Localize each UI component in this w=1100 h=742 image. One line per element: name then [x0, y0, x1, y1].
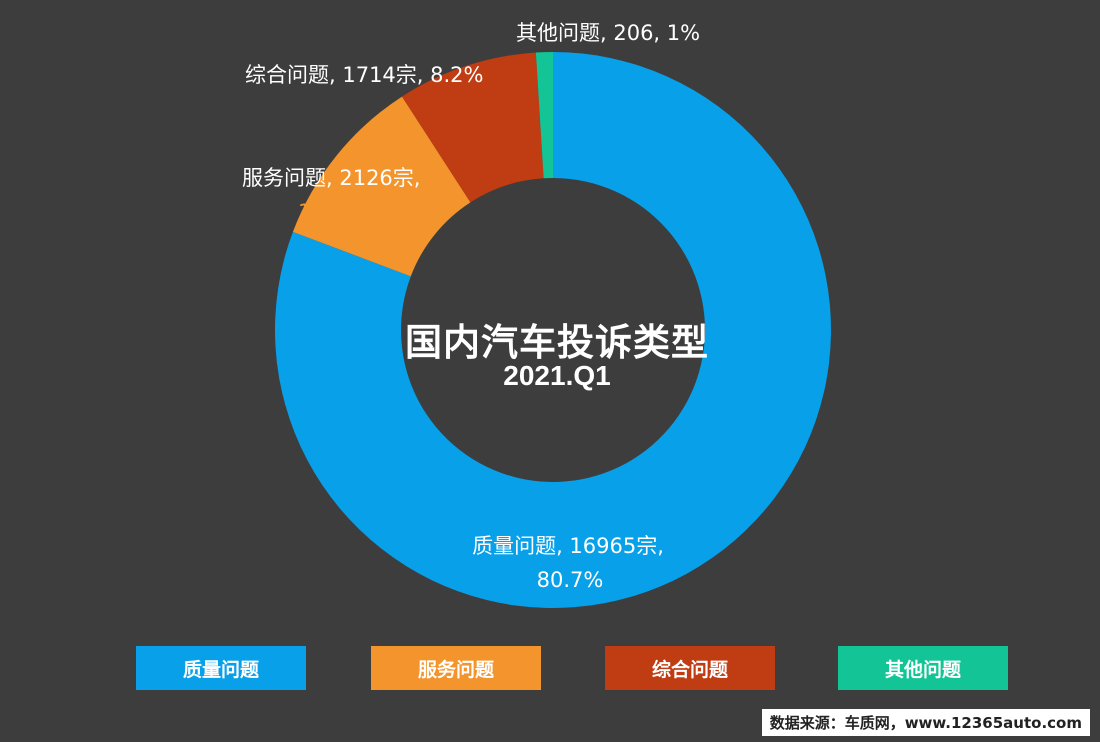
slice-label-quality: 质量问题, 16965宗, [472, 534, 664, 558]
data-source-note: 数据来源：车质网，www.12365auto.com [762, 709, 1090, 736]
legend-item-service: 服务问题 [371, 646, 541, 690]
slice-percent-quality: 80.7% [537, 568, 604, 592]
legend-item-comprehensive: 综合问题 [605, 646, 775, 690]
chart-subtitle: 2021.Q1 [503, 360, 610, 392]
legend: 质量问题 服务问题 综合问题 其他问题 [0, 646, 1100, 690]
slice-label-comprehensive: 综合问题, 1714宗, 8.2% [245, 63, 484, 87]
slice-label-other: 其他问题, 206, 1% [516, 21, 700, 45]
slice-percent-service: 10.1% [298, 200, 365, 224]
chart-title: 国内汽车投诉类型 [405, 312, 709, 366]
legend-item-other: 其他问题 [838, 646, 1008, 690]
slice-label-service: 服务问题, 2126宗, [242, 166, 420, 190]
legend-item-quality: 质量问题 [136, 646, 306, 690]
